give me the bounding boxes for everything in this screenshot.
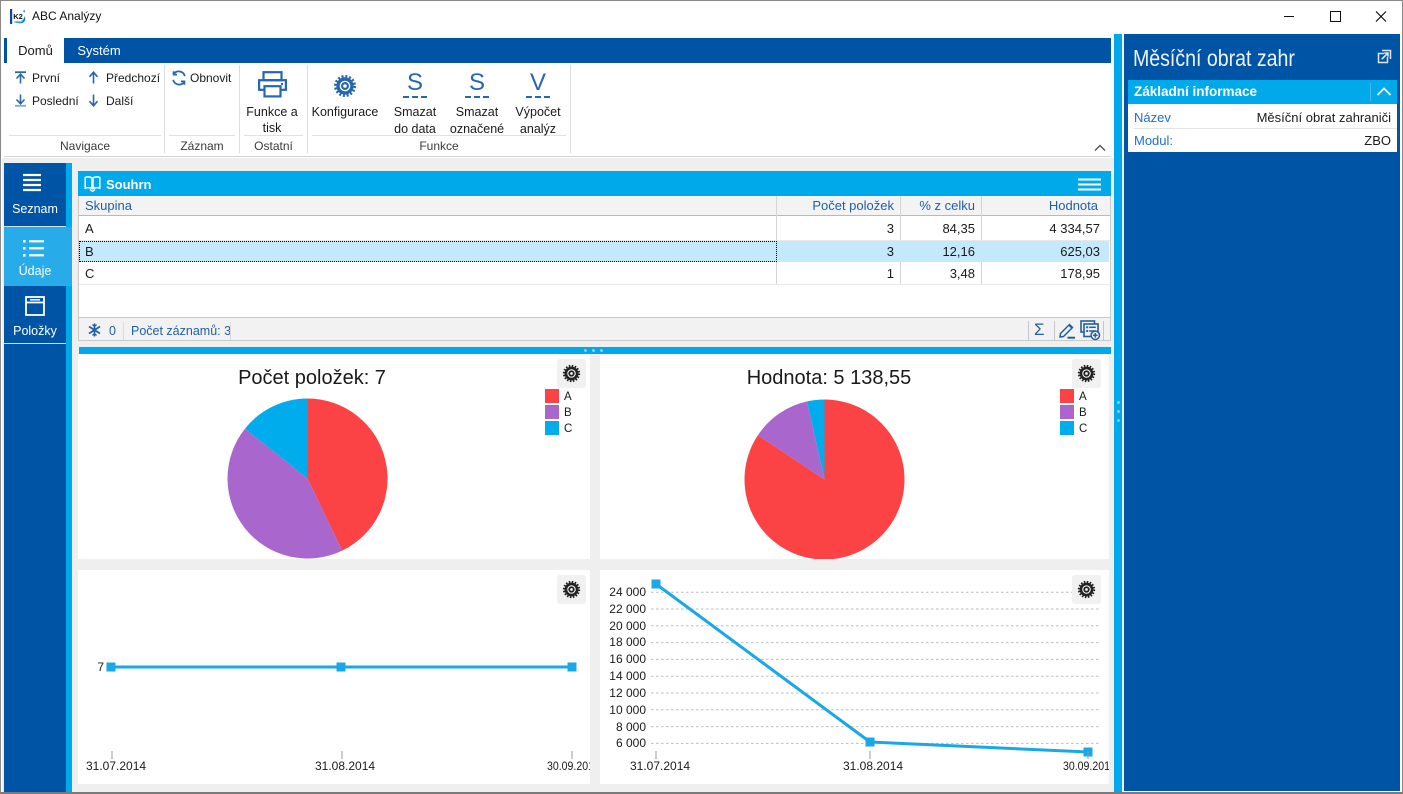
svg-text:K2: K2	[13, 12, 23, 21]
